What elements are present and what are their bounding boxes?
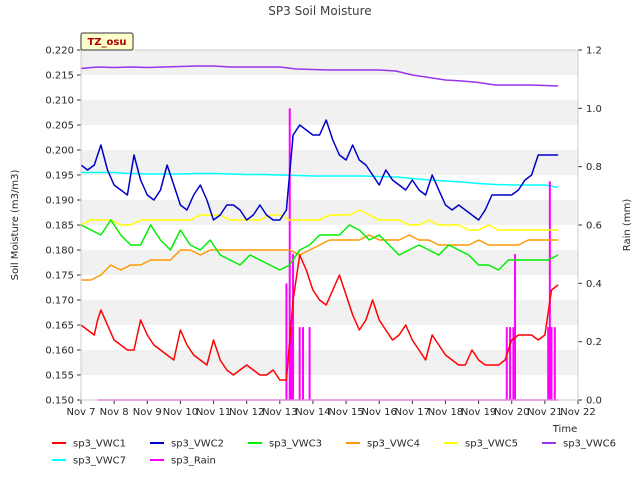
legend-label-sp3-vwc2: sp3_VWC2	[171, 439, 224, 450]
y2-tick-label: 1.2	[586, 46, 602, 57]
grid-band	[81, 300, 578, 325]
y-tick-label: 0.200	[45, 146, 74, 157]
legend-label-sp3-vwc4: sp3_VWC4	[367, 439, 420, 450]
grid-band	[81, 250, 578, 275]
x-tick-label: Nov 21	[527, 407, 562, 418]
y-tick-label: 0.180	[45, 246, 74, 257]
x-tick-label: Nov 12	[229, 407, 264, 418]
y2-tick-label: 0.6	[586, 221, 602, 232]
grid-band	[81, 350, 578, 375]
y-tick-label: 0.205	[45, 121, 74, 132]
y-tick-label: 0.215	[45, 71, 74, 82]
y-tick-label: 0.190	[45, 196, 74, 207]
sp3-vwc3-line	[80, 219, 559, 271]
x-tick-label: Nov 13	[262, 407, 297, 418]
y2-axis-label: Rain (mm)	[622, 199, 633, 252]
sp3-vwc2-line	[80, 119, 559, 221]
y2-tick-label: 0.2	[586, 337, 602, 348]
x-tick-label: Nov 18	[428, 407, 463, 418]
y2-axis-ticks: 0.0 0.2 0.4 0.6 0.8 1.0 1.2	[578, 46, 602, 407]
legend-label-sp3-vwc1: sp3_VWC1	[73, 439, 126, 450]
x-axis-label: Time	[552, 424, 577, 435]
x-tick-label: Nov 9	[133, 407, 162, 418]
grid-band	[81, 200, 578, 225]
y-tick-label: 0.155	[45, 371, 74, 382]
y-tick-label: 0.210	[45, 96, 74, 107]
grid-band	[81, 325, 578, 350]
x-tick-label: Nov 20	[494, 407, 529, 418]
y-axis-ticks: 0.150 0.155 0.160 0.165 0.170 0.175 0.180 0.185…	[45, 46, 81, 407]
sp3-vwc1-line	[80, 254, 559, 381]
sp3-vwc5-line	[80, 209, 559, 231]
sp3-vwc6-line	[80, 65, 559, 87]
x-tick-label: Nov 22	[560, 407, 595, 418]
legend-label-sp3-vwc6: sp3_VWC6	[563, 439, 616, 450]
chart-title: SP3 Soil Moisture	[268, 4, 371, 18]
grid-band	[81, 50, 578, 75]
y-tick-label: 0.170	[45, 296, 74, 307]
y-tick-label: 0.165	[45, 321, 74, 332]
y-tick-label: 0.220	[45, 46, 74, 57]
legend-label-sp3-vwc7: sp3_VWC7	[73, 456, 126, 467]
grid-band	[81, 375, 578, 400]
grid-band	[81, 75, 578, 100]
station-label-box: TZ_osu	[80, 32, 134, 51]
x-tick-label: Nov 11	[196, 407, 231, 418]
x-tick-label: Nov 17	[395, 407, 430, 418]
x-tick-label: Nov 19	[461, 407, 496, 418]
y-tick-label: 0.195	[45, 171, 74, 182]
grid-band	[81, 150, 578, 175]
x-tick-label: Nov 7	[66, 407, 95, 418]
x-tick-label: Nov 10	[163, 407, 198, 418]
grid-band	[81, 225, 578, 250]
grid-band	[81, 100, 578, 125]
sp3-vwc7-line	[81, 171, 559, 189]
y-tick-label: 0.160	[45, 346, 74, 357]
legend: sp3_VWC1 sp3_VWC2 sp3_VWC3 sp3_VWC4 sp3_VWC5…	[52, 439, 616, 467]
legend-label-sp3-vwc5: sp3_VWC5	[465, 439, 518, 450]
y2-tick-label: 0.8	[586, 162, 602, 173]
x-tick-label: Nov 16	[361, 407, 396, 418]
x-tick-label: Nov 14	[295, 407, 330, 418]
sp3-vwc4-line	[81, 234, 559, 281]
y-tick-label: 0.150	[45, 396, 74, 407]
y-tick-label: 0.185	[45, 221, 74, 232]
y2-tick-label: 0.0	[586, 396, 602, 407]
y2-tick-label: 0.4	[586, 279, 602, 290]
legend-label-sp3-rain: sp3_Rain	[171, 456, 216, 467]
y-tick-label: 0.175	[45, 271, 74, 282]
y2-tick-label: 1.0	[586, 104, 602, 115]
y-axis-label: Soil Moisture (m3/m3)	[10, 170, 21, 281]
station-label: TZ_osu	[87, 37, 126, 48]
series-lines	[80, 65, 559, 401]
plot-frame	[80, 49, 579, 401]
x-tick-label: Nov 8	[100, 407, 129, 418]
x-tick-label: Nov 15	[328, 407, 363, 418]
background-bands	[81, 50, 578, 400]
legend-label-sp3-vwc3: sp3_VWC3	[269, 439, 322, 450]
